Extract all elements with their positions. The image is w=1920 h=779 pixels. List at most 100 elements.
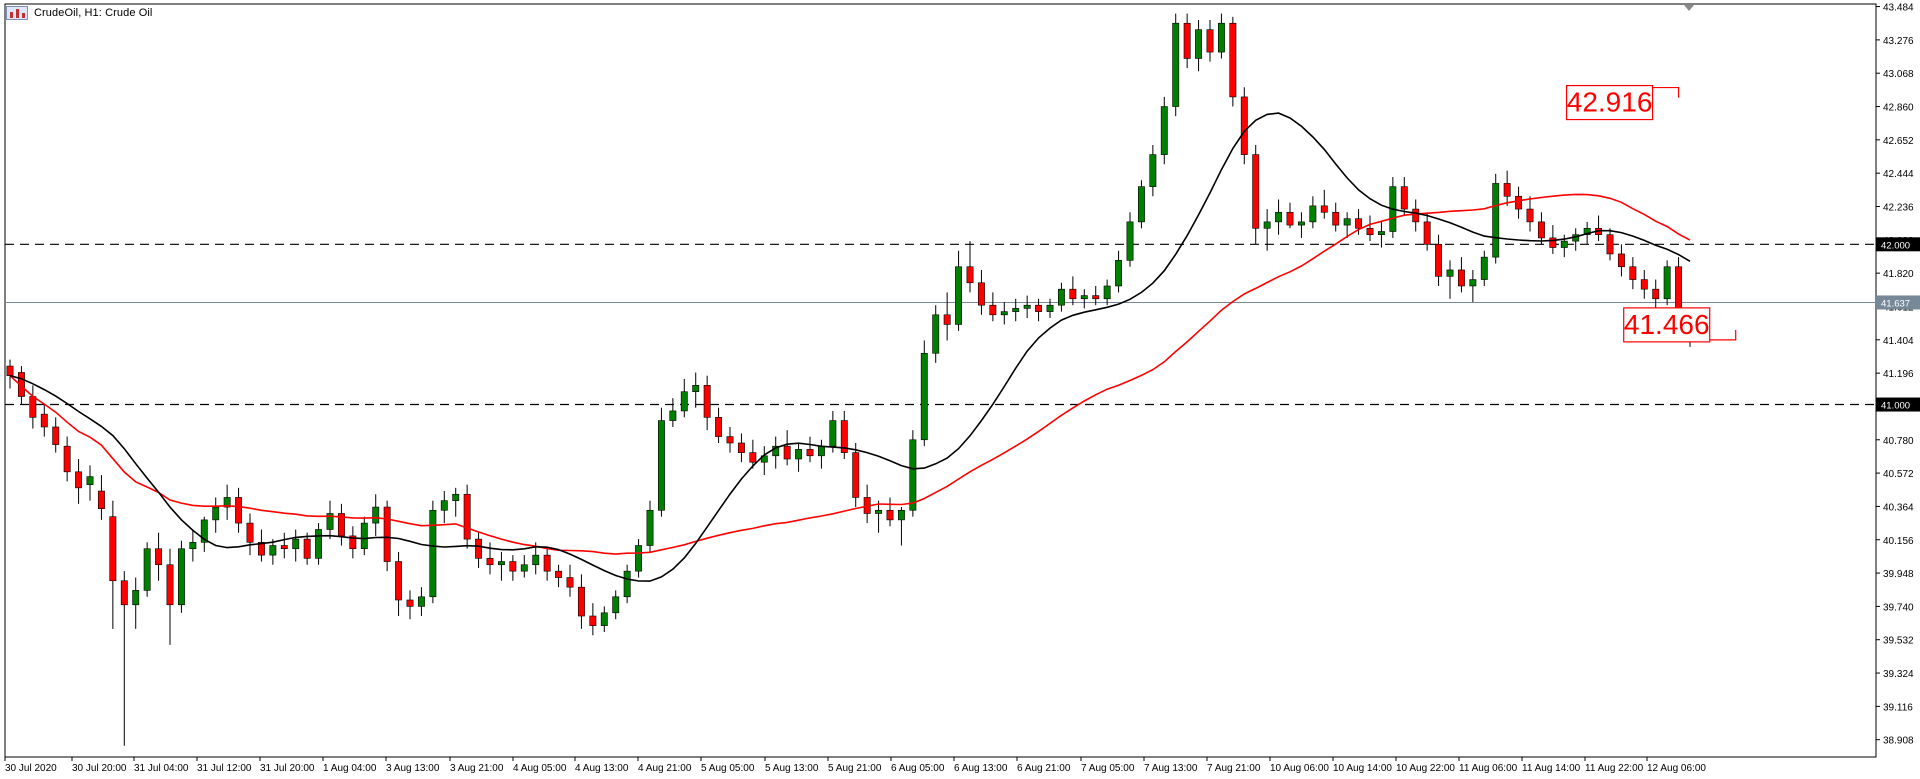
bull-candle[interactable] — [520, 564, 528, 572]
bear-candle[interactable] — [97, 490, 105, 509]
bear-candle[interactable] — [1240, 96, 1248, 155]
bull-candle[interactable] — [372, 506, 380, 524]
bear-candle[interactable] — [1332, 211, 1340, 226]
bull-candle[interactable] — [497, 561, 505, 566]
bull-candle[interactable] — [1023, 304, 1031, 309]
bear-candle[interactable] — [566, 577, 574, 588]
bull-candle[interactable] — [292, 538, 300, 550]
bull-candle[interactable] — [623, 570, 631, 598]
bear-candle[interactable] — [749, 452, 757, 463]
bear-candle[interactable] — [1423, 221, 1431, 245]
bear-candle[interactable] — [109, 516, 117, 582]
bull-candle[interactable] — [1137, 186, 1145, 223]
bull-candle[interactable] — [532, 554, 540, 566]
bull-candle[interactable] — [897, 509, 905, 521]
bull-candle[interactable] — [417, 596, 425, 607]
bear-candle[interactable] — [1069, 288, 1077, 300]
bear-candle[interactable] — [577, 586, 585, 617]
bear-candle[interactable] — [1503, 183, 1511, 197]
bear-candle[interactable] — [1412, 208, 1420, 223]
bear-candle[interactable] — [395, 561, 403, 601]
bear-candle[interactable] — [406, 599, 414, 607]
bull-candle[interactable] — [1663, 266, 1671, 300]
bull-candle[interactable] — [1160, 106, 1168, 155]
bull-candle[interactable] — [1046, 304, 1054, 312]
bear-candle[interactable] — [155, 548, 163, 566]
bear-candle[interactable] — [1366, 227, 1374, 236]
bear-candle[interactable] — [475, 538, 483, 559]
bear-candle[interactable] — [280, 545, 288, 550]
bear-candle[interactable] — [1435, 244, 1443, 277]
bull-candle[interactable] — [955, 266, 963, 325]
bear-candle[interactable] — [1183, 22, 1191, 59]
bear-candle[interactable] — [852, 452, 860, 498]
bear-candle[interactable] — [1606, 234, 1614, 255]
bear-candle[interactable] — [349, 535, 357, 550]
bear-candle[interactable] — [1035, 304, 1043, 312]
bear-candle[interactable] — [1640, 279, 1648, 290]
bull-candle[interactable] — [1263, 221, 1271, 229]
bear-candle[interactable] — [1252, 154, 1260, 229]
bear-candle[interactable] — [737, 442, 745, 453]
bull-candle[interactable] — [680, 391, 688, 412]
bear-candle[interactable] — [840, 420, 848, 453]
bull-candle[interactable] — [1103, 285, 1111, 300]
bull-candle[interactable] — [1480, 256, 1488, 280]
bull-candle[interactable] — [1126, 221, 1134, 261]
bull-candle[interactable] — [646, 509, 654, 546]
bear-candle[interactable] — [509, 561, 517, 572]
bear-candle[interactable] — [1400, 186, 1408, 210]
bear-candle[interactable] — [40, 413, 48, 428]
bull-candle[interactable] — [86, 476, 94, 485]
bear-candle[interactable] — [1652, 288, 1660, 300]
bull-candle[interactable] — [1195, 29, 1203, 59]
bear-candle[interactable] — [166, 564, 174, 606]
bull-candle[interactable] — [829, 420, 837, 447]
bear-candle[interactable] — [1457, 269, 1465, 287]
bull-candle[interactable] — [1297, 221, 1305, 226]
bull-candle[interactable] — [315, 529, 323, 559]
price-callout-box[interactable] — [1623, 307, 1711, 343]
bear-candle[interactable] — [463, 493, 471, 540]
bull-candle[interactable] — [212, 506, 220, 521]
bull-candle[interactable] — [795, 449, 803, 460]
bull-candle[interactable] — [669, 410, 677, 421]
bear-candle[interactable] — [989, 304, 997, 316]
bull-candle[interactable] — [1446, 269, 1454, 277]
bear-candle[interactable] — [63, 445, 71, 473]
bull-candle[interactable] — [223, 497, 231, 508]
bear-candle[interactable] — [75, 471, 83, 489]
price-callout-box[interactable] — [1565, 84, 1654, 121]
bull-candle[interactable] — [1492, 183, 1500, 258]
bear-candle[interactable] — [1286, 211, 1294, 226]
bull-candle[interactable] — [429, 509, 437, 598]
bear-candle[interactable] — [1617, 253, 1625, 268]
bull-candle[interactable] — [269, 545, 277, 556]
bull-candle[interactable] — [1149, 154, 1157, 187]
bull-candle[interactable] — [200, 519, 208, 543]
bull-candle[interactable] — [1309, 205, 1317, 223]
bear-candle[interactable] — [246, 522, 254, 543]
bull-candle[interactable] — [132, 590, 140, 606]
bull-candle[interactable] — [635, 545, 643, 572]
bear-candle[interactable] — [1092, 295, 1100, 300]
bull-candle[interactable] — [920, 352, 928, 441]
bull-candle[interactable] — [772, 445, 780, 457]
bull-candle[interactable] — [1560, 240, 1568, 248]
bull-candle[interactable] — [177, 548, 185, 606]
bear-candle[interactable] — [6, 365, 14, 376]
bull-candle[interactable] — [612, 596, 620, 614]
bear-candle[interactable] — [977, 282, 985, 306]
bear-candle[interactable] — [589, 615, 597, 626]
bear-candle[interactable] — [235, 497, 243, 524]
bull-candle[interactable] — [1172, 22, 1180, 107]
bear-candle[interactable] — [257, 542, 265, 556]
bull-candle[interactable] — [932, 314, 940, 354]
bear-candle[interactable] — [886, 509, 894, 521]
bull-candle[interactable] — [1469, 279, 1477, 287]
bear-candle[interactable] — [726, 436, 734, 444]
bear-candle[interactable] — [383, 506, 391, 562]
bull-candle[interactable] — [657, 420, 665, 511]
bull-candle[interactable] — [692, 385, 700, 393]
